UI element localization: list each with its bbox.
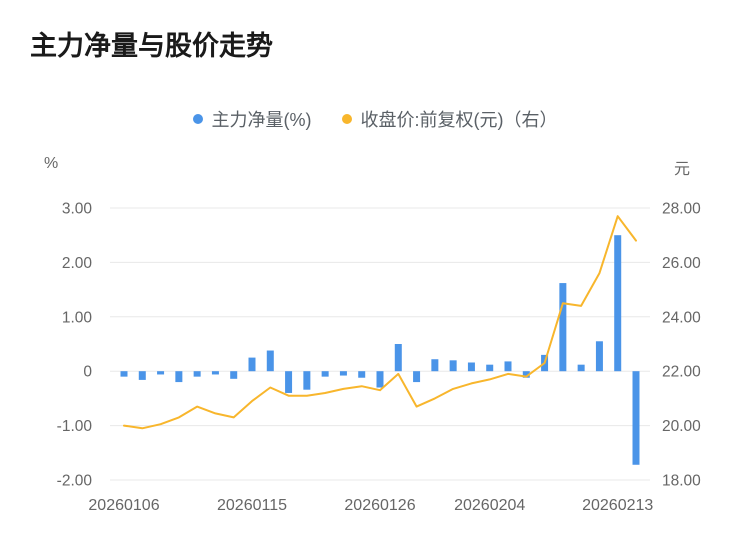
axis-tick-label: 20260204 bbox=[454, 497, 525, 514]
chart-plot-area: 3.00 2.00 1.00 0 -1.00 -2.00 28.00 26.00 24.00 22… bbox=[57, 201, 702, 515]
left-axis-unit-label: % bbox=[44, 155, 59, 172]
axis-tick-label: 20260106 bbox=[88, 497, 159, 514]
axis-tick-label: 20260115 bbox=[217, 497, 287, 514]
axis-tick-label: 20.00 bbox=[662, 418, 701, 435]
axis-labels: 3.00 2.00 1.00 0 -1.00 -2.00 28.00 26.00 24.00 22… bbox=[57, 201, 702, 515]
net-volume-bar[interactable] bbox=[559, 283, 567, 372]
net-volume-bar[interactable] bbox=[358, 371, 366, 378]
net-volume-bar[interactable] bbox=[138, 371, 146, 380]
axis-tick-label: 3.00 bbox=[62, 201, 93, 218]
net-volume-bar[interactable] bbox=[449, 360, 457, 372]
net-volume-bar[interactable] bbox=[394, 344, 402, 372]
net-volume-bar[interactable] bbox=[632, 371, 640, 465]
legend-dot-bar-icon bbox=[192, 114, 203, 124]
net-volume-bar[interactable] bbox=[248, 357, 256, 372]
chart-legend: 主力净量(%) 收盘价:前复权(元)（右） bbox=[0, 106, 750, 132]
axis-tick-label: -2.00 bbox=[57, 473, 93, 490]
net-volume-bar[interactable] bbox=[193, 371, 201, 377]
axis-tick-label: 26.00 bbox=[662, 255, 701, 272]
legend-label-main-net-volume: 主力净量(%) bbox=[211, 110, 312, 130]
axis-tick-label: -1.00 bbox=[57, 418, 93, 435]
axis-tick-label: 0 bbox=[83, 364, 92, 381]
bar-series-main-net-volume[interactable] bbox=[120, 235, 640, 465]
net-volume-bar[interactable] bbox=[522, 371, 530, 378]
close-price-polyline[interactable] bbox=[123, 215, 637, 430]
net-volume-bar[interactable] bbox=[321, 371, 329, 377]
net-volume-bar[interactable] bbox=[285, 371, 293, 393]
axis-tick-label: 20260213 bbox=[582, 497, 653, 514]
net-volume-bar[interactable] bbox=[266, 350, 274, 372]
net-volume-bar[interactable] bbox=[303, 371, 311, 390]
legend-label-close-price: 收盘价:前复权(元)（右） bbox=[360, 110, 558, 130]
net-volume-bar[interactable] bbox=[339, 371, 347, 376]
net-volume-bar[interactable] bbox=[175, 371, 183, 383]
net-volume-bar[interactable] bbox=[120, 371, 128, 377]
legend-item-main-net-volume[interactable]: 主力净量(%) bbox=[192, 106, 312, 132]
axis-tick-label: 2.00 bbox=[62, 255, 93, 272]
net-volume-bar[interactable] bbox=[157, 371, 165, 375]
axis-tick-label: 1.00 bbox=[62, 309, 93, 326]
right-axis-unit-label: 元 bbox=[674, 161, 691, 178]
net-volume-bar[interactable] bbox=[577, 364, 585, 372]
axis-tick-label: 28.00 bbox=[662, 201, 701, 218]
legend-item-close-price[interactable]: 收盘价:前复权(元)（右） bbox=[341, 106, 558, 132]
net-volume-bar[interactable] bbox=[230, 371, 238, 379]
line-series-close-price[interactable] bbox=[123, 215, 637, 430]
net-volume-bar[interactable] bbox=[413, 371, 421, 383]
legend-dot-line-icon bbox=[341, 114, 352, 124]
net-volume-bar[interactable] bbox=[467, 362, 475, 372]
gridlines bbox=[110, 207, 650, 481]
net-volume-bar[interactable] bbox=[504, 361, 512, 372]
chart-title: 主力净量与股价走势 bbox=[30, 31, 273, 61]
net-volume-bar[interactable] bbox=[211, 371, 219, 375]
axis-tick-label: 18.00 bbox=[662, 473, 701, 490]
axis-tick-label: 24.00 bbox=[662, 309, 701, 326]
net-volume-bar[interactable] bbox=[486, 364, 494, 372]
net-volume-bar[interactable] bbox=[595, 341, 603, 372]
axis-tick-label: 22.00 bbox=[662, 364, 701, 381]
axis-tick-label: 20260126 bbox=[344, 497, 415, 514]
net-volume-bar[interactable] bbox=[431, 359, 439, 372]
net-volume-bar[interactable] bbox=[614, 235, 622, 372]
net-volume-bar[interactable] bbox=[376, 371, 384, 388]
